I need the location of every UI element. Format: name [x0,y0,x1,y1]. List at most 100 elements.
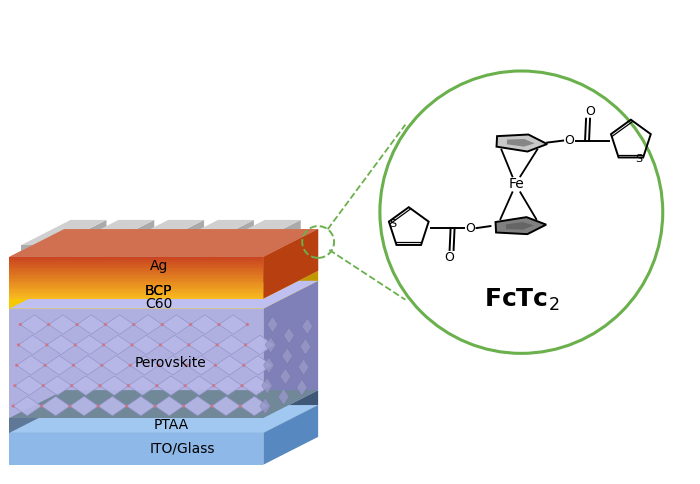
Polygon shape [302,318,313,334]
Polygon shape [43,376,71,395]
Circle shape [212,384,215,387]
Polygon shape [104,335,132,355]
Polygon shape [9,271,263,272]
Circle shape [40,405,43,408]
Polygon shape [119,245,155,257]
Circle shape [70,384,74,387]
Polygon shape [9,260,263,261]
Polygon shape [246,335,274,355]
Polygon shape [9,287,263,289]
Polygon shape [216,220,301,245]
Polygon shape [267,316,278,333]
Polygon shape [216,356,244,375]
Polygon shape [9,261,263,262]
Polygon shape [169,220,254,245]
Polygon shape [9,262,263,264]
Polygon shape [282,348,293,364]
Polygon shape [9,276,263,278]
Polygon shape [17,356,45,375]
Polygon shape [49,315,77,334]
Circle shape [100,363,104,367]
Polygon shape [244,356,272,375]
Circle shape [160,323,164,326]
Polygon shape [132,335,160,355]
Circle shape [97,405,100,408]
Text: S: S [636,154,643,165]
Polygon shape [134,315,162,334]
Polygon shape [20,315,49,334]
Polygon shape [105,220,154,257]
Polygon shape [9,229,318,257]
Polygon shape [217,335,246,355]
Polygon shape [128,376,157,395]
Polygon shape [45,356,74,375]
Polygon shape [9,257,263,258]
Circle shape [99,384,101,387]
Polygon shape [189,335,217,355]
Polygon shape [77,315,106,334]
Polygon shape [13,396,41,416]
Polygon shape [9,267,263,268]
Polygon shape [162,315,190,334]
Text: O: O [564,134,574,147]
Polygon shape [280,368,290,385]
Circle shape [132,323,135,326]
Circle shape [159,343,162,347]
Polygon shape [9,264,263,265]
Polygon shape [9,285,263,286]
Polygon shape [15,376,43,395]
Polygon shape [71,376,100,395]
Polygon shape [263,357,274,374]
Circle shape [17,343,20,347]
Polygon shape [155,220,204,257]
Circle shape [218,323,220,326]
Polygon shape [9,281,318,309]
Polygon shape [18,335,47,355]
Polygon shape [190,315,219,334]
Polygon shape [155,396,183,416]
Polygon shape [260,398,271,414]
Polygon shape [214,376,242,395]
Polygon shape [9,294,263,296]
Polygon shape [9,289,263,290]
Text: BCP: BCP [145,284,172,298]
Text: O: O [466,222,475,235]
Polygon shape [9,296,263,297]
Circle shape [189,323,192,326]
Polygon shape [263,229,318,299]
Polygon shape [57,220,106,257]
Text: ITO/Glass: ITO/Glass [150,442,216,456]
Text: Perovskite: Perovskite [135,356,206,370]
Polygon shape [496,217,546,234]
Circle shape [74,343,77,347]
Polygon shape [9,405,318,433]
Polygon shape [9,290,263,292]
Polygon shape [100,376,128,395]
Polygon shape [21,245,57,257]
Polygon shape [298,359,309,376]
Circle shape [157,363,160,367]
Polygon shape [160,335,189,355]
Polygon shape [47,335,75,355]
Polygon shape [102,356,130,375]
Polygon shape [9,293,263,294]
Polygon shape [21,220,106,245]
Polygon shape [9,283,263,285]
Polygon shape [284,327,295,344]
Circle shape [46,343,48,347]
Text: O: O [444,251,454,264]
Polygon shape [159,356,187,375]
Polygon shape [9,271,318,299]
Circle shape [125,405,128,408]
Polygon shape [9,282,263,283]
Circle shape [102,343,105,347]
Polygon shape [297,379,307,396]
Polygon shape [9,297,263,299]
Polygon shape [263,405,318,465]
Polygon shape [41,396,70,416]
Polygon shape [74,356,102,375]
Circle shape [210,405,214,408]
Polygon shape [9,299,263,309]
Polygon shape [263,281,318,418]
Text: Ag: Ag [150,259,168,273]
